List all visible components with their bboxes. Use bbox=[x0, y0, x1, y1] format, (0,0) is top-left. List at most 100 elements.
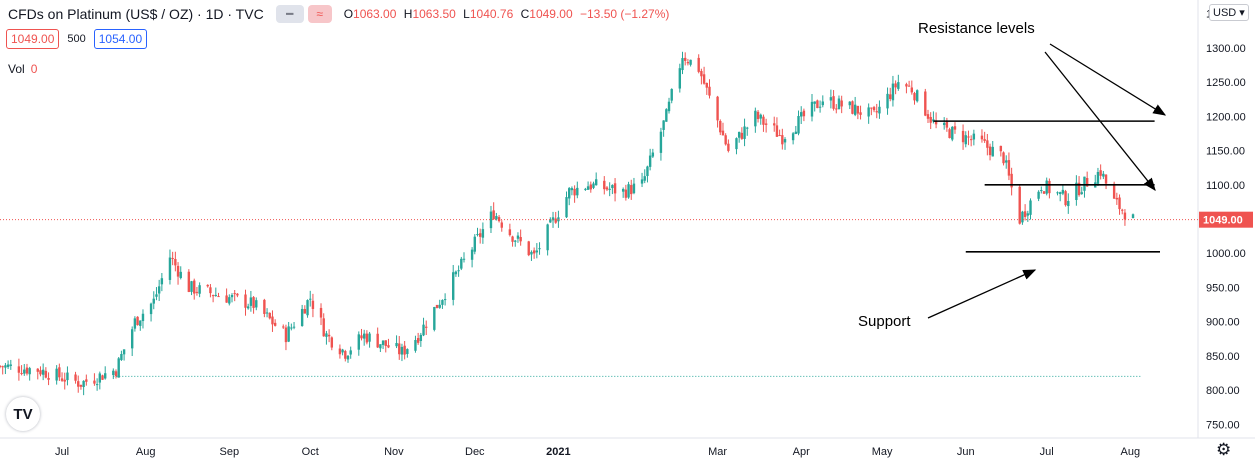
candle-body bbox=[441, 300, 444, 305]
candle-body bbox=[859, 112, 862, 115]
open-value: 1063.00 bbox=[353, 7, 397, 21]
candle-body bbox=[39, 370, 42, 375]
candle-body bbox=[433, 307, 436, 330]
x-tick-label: Apr bbox=[793, 446, 810, 458]
candle-body bbox=[1007, 160, 1011, 176]
candle-body bbox=[821, 101, 824, 106]
x-tick-label: Jul bbox=[1040, 446, 1054, 458]
candle-body bbox=[454, 271, 458, 275]
candle-body bbox=[1058, 192, 1062, 195]
candle-body bbox=[800, 112, 803, 117]
candle-body bbox=[889, 94, 892, 100]
candle-body bbox=[791, 133, 795, 141]
candle-body bbox=[0, 365, 2, 367]
tradingview-logo-icon[interactable]: TV bbox=[6, 397, 40, 431]
candle-body bbox=[66, 372, 69, 381]
candle-body bbox=[719, 120, 722, 133]
sell-button[interactable]: 1049.00 bbox=[6, 29, 60, 49]
candle-body bbox=[338, 348, 342, 355]
candle-body bbox=[155, 294, 158, 297]
candle-body bbox=[322, 318, 325, 337]
candle-body bbox=[6, 364, 10, 368]
candle-body bbox=[700, 70, 703, 77]
candle-body bbox=[832, 96, 835, 109]
wave-icon[interactable]: ≈ bbox=[307, 5, 332, 23]
candle-body bbox=[743, 126, 746, 139]
candle-body bbox=[74, 374, 77, 381]
volume-legend: Vol 0 bbox=[8, 62, 37, 76]
candle-body bbox=[951, 126, 954, 140]
candle-body bbox=[1021, 211, 1024, 223]
candle-body bbox=[670, 89, 673, 101]
candle-body bbox=[44, 370, 48, 378]
x-tick-label: Jun bbox=[957, 446, 975, 458]
candle-body bbox=[853, 104, 857, 115]
candle-body bbox=[953, 126, 957, 130]
candle-body bbox=[794, 131, 798, 134]
candle-body bbox=[168, 257, 172, 280]
candle-body bbox=[1005, 160, 1008, 163]
candle-body bbox=[1118, 197, 1121, 210]
candle-body bbox=[379, 344, 382, 349]
minus-icon[interactable]: ━ bbox=[275, 5, 304, 23]
candle-body bbox=[678, 68, 682, 89]
symbol-title[interactable]: CFDs on Platinum (US$ / OZ) · 1D · TVC bbox=[8, 6, 264, 22]
candle-body bbox=[470, 249, 474, 260]
candle-body bbox=[665, 109, 668, 122]
candle-body bbox=[268, 312, 271, 319]
x-tick-label: Nov bbox=[384, 446, 404, 458]
candle-body bbox=[368, 333, 371, 342]
y-tick-label: 800.00 bbox=[1206, 385, 1240, 397]
candle-body bbox=[708, 86, 711, 96]
spread-value: 500 bbox=[67, 33, 86, 45]
candle-body bbox=[886, 93, 889, 109]
x-tick-label: Mar bbox=[708, 446, 727, 458]
buy-button[interactable]: 1054.00 bbox=[93, 29, 148, 49]
candle-body bbox=[764, 123, 768, 125]
candle-body bbox=[344, 351, 347, 359]
candle-body bbox=[1080, 192, 1083, 194]
candle-body bbox=[549, 219, 552, 223]
candle-body bbox=[287, 326, 290, 342]
candle-body bbox=[705, 82, 708, 88]
candle-body bbox=[967, 136, 970, 138]
candle-body bbox=[346, 355, 350, 360]
candle-body bbox=[689, 59, 692, 65]
candle-body bbox=[187, 271, 191, 292]
candle-body bbox=[643, 176, 646, 181]
candle-body bbox=[969, 139, 973, 141]
candle-body bbox=[1083, 176, 1086, 191]
open-label: O bbox=[343, 7, 354, 21]
x-tick-label: 2021 bbox=[546, 446, 570, 458]
candle-body bbox=[1023, 211, 1027, 217]
candle-body bbox=[991, 146, 994, 157]
candle-body bbox=[217, 296, 220, 298]
candle-body bbox=[112, 370, 115, 376]
gear-icon[interactable]: ⚙ bbox=[1216, 440, 1232, 459]
candle-body bbox=[640, 179, 644, 184]
candle-body bbox=[387, 345, 390, 348]
candle-body bbox=[228, 297, 231, 304]
candle-body bbox=[193, 280, 196, 294]
currency-selector[interactable]: USD ▾ bbox=[1209, 4, 1249, 21]
candle-body bbox=[934, 120, 938, 125]
candle-body bbox=[117, 358, 120, 378]
candle-body bbox=[818, 106, 822, 108]
candle-body bbox=[489, 211, 493, 229]
candle-body bbox=[797, 116, 800, 134]
candle-body bbox=[160, 278, 164, 285]
candle-body bbox=[265, 312, 269, 314]
candle-body bbox=[149, 303, 153, 315]
y-tick-label: 1150.00 bbox=[1206, 146, 1245, 158]
low-value: 1040.76 bbox=[469, 7, 514, 21]
candle-body bbox=[929, 116, 932, 123]
y-tick-label: 950.00 bbox=[1206, 282, 1240, 294]
candle-body bbox=[198, 285, 201, 294]
candle-body bbox=[462, 258, 466, 260]
candle-body bbox=[271, 316, 274, 325]
candle-body bbox=[983, 139, 986, 141]
candle-body bbox=[384, 340, 387, 346]
candle-body bbox=[23, 369, 26, 374]
candle-body bbox=[756, 111, 760, 120]
